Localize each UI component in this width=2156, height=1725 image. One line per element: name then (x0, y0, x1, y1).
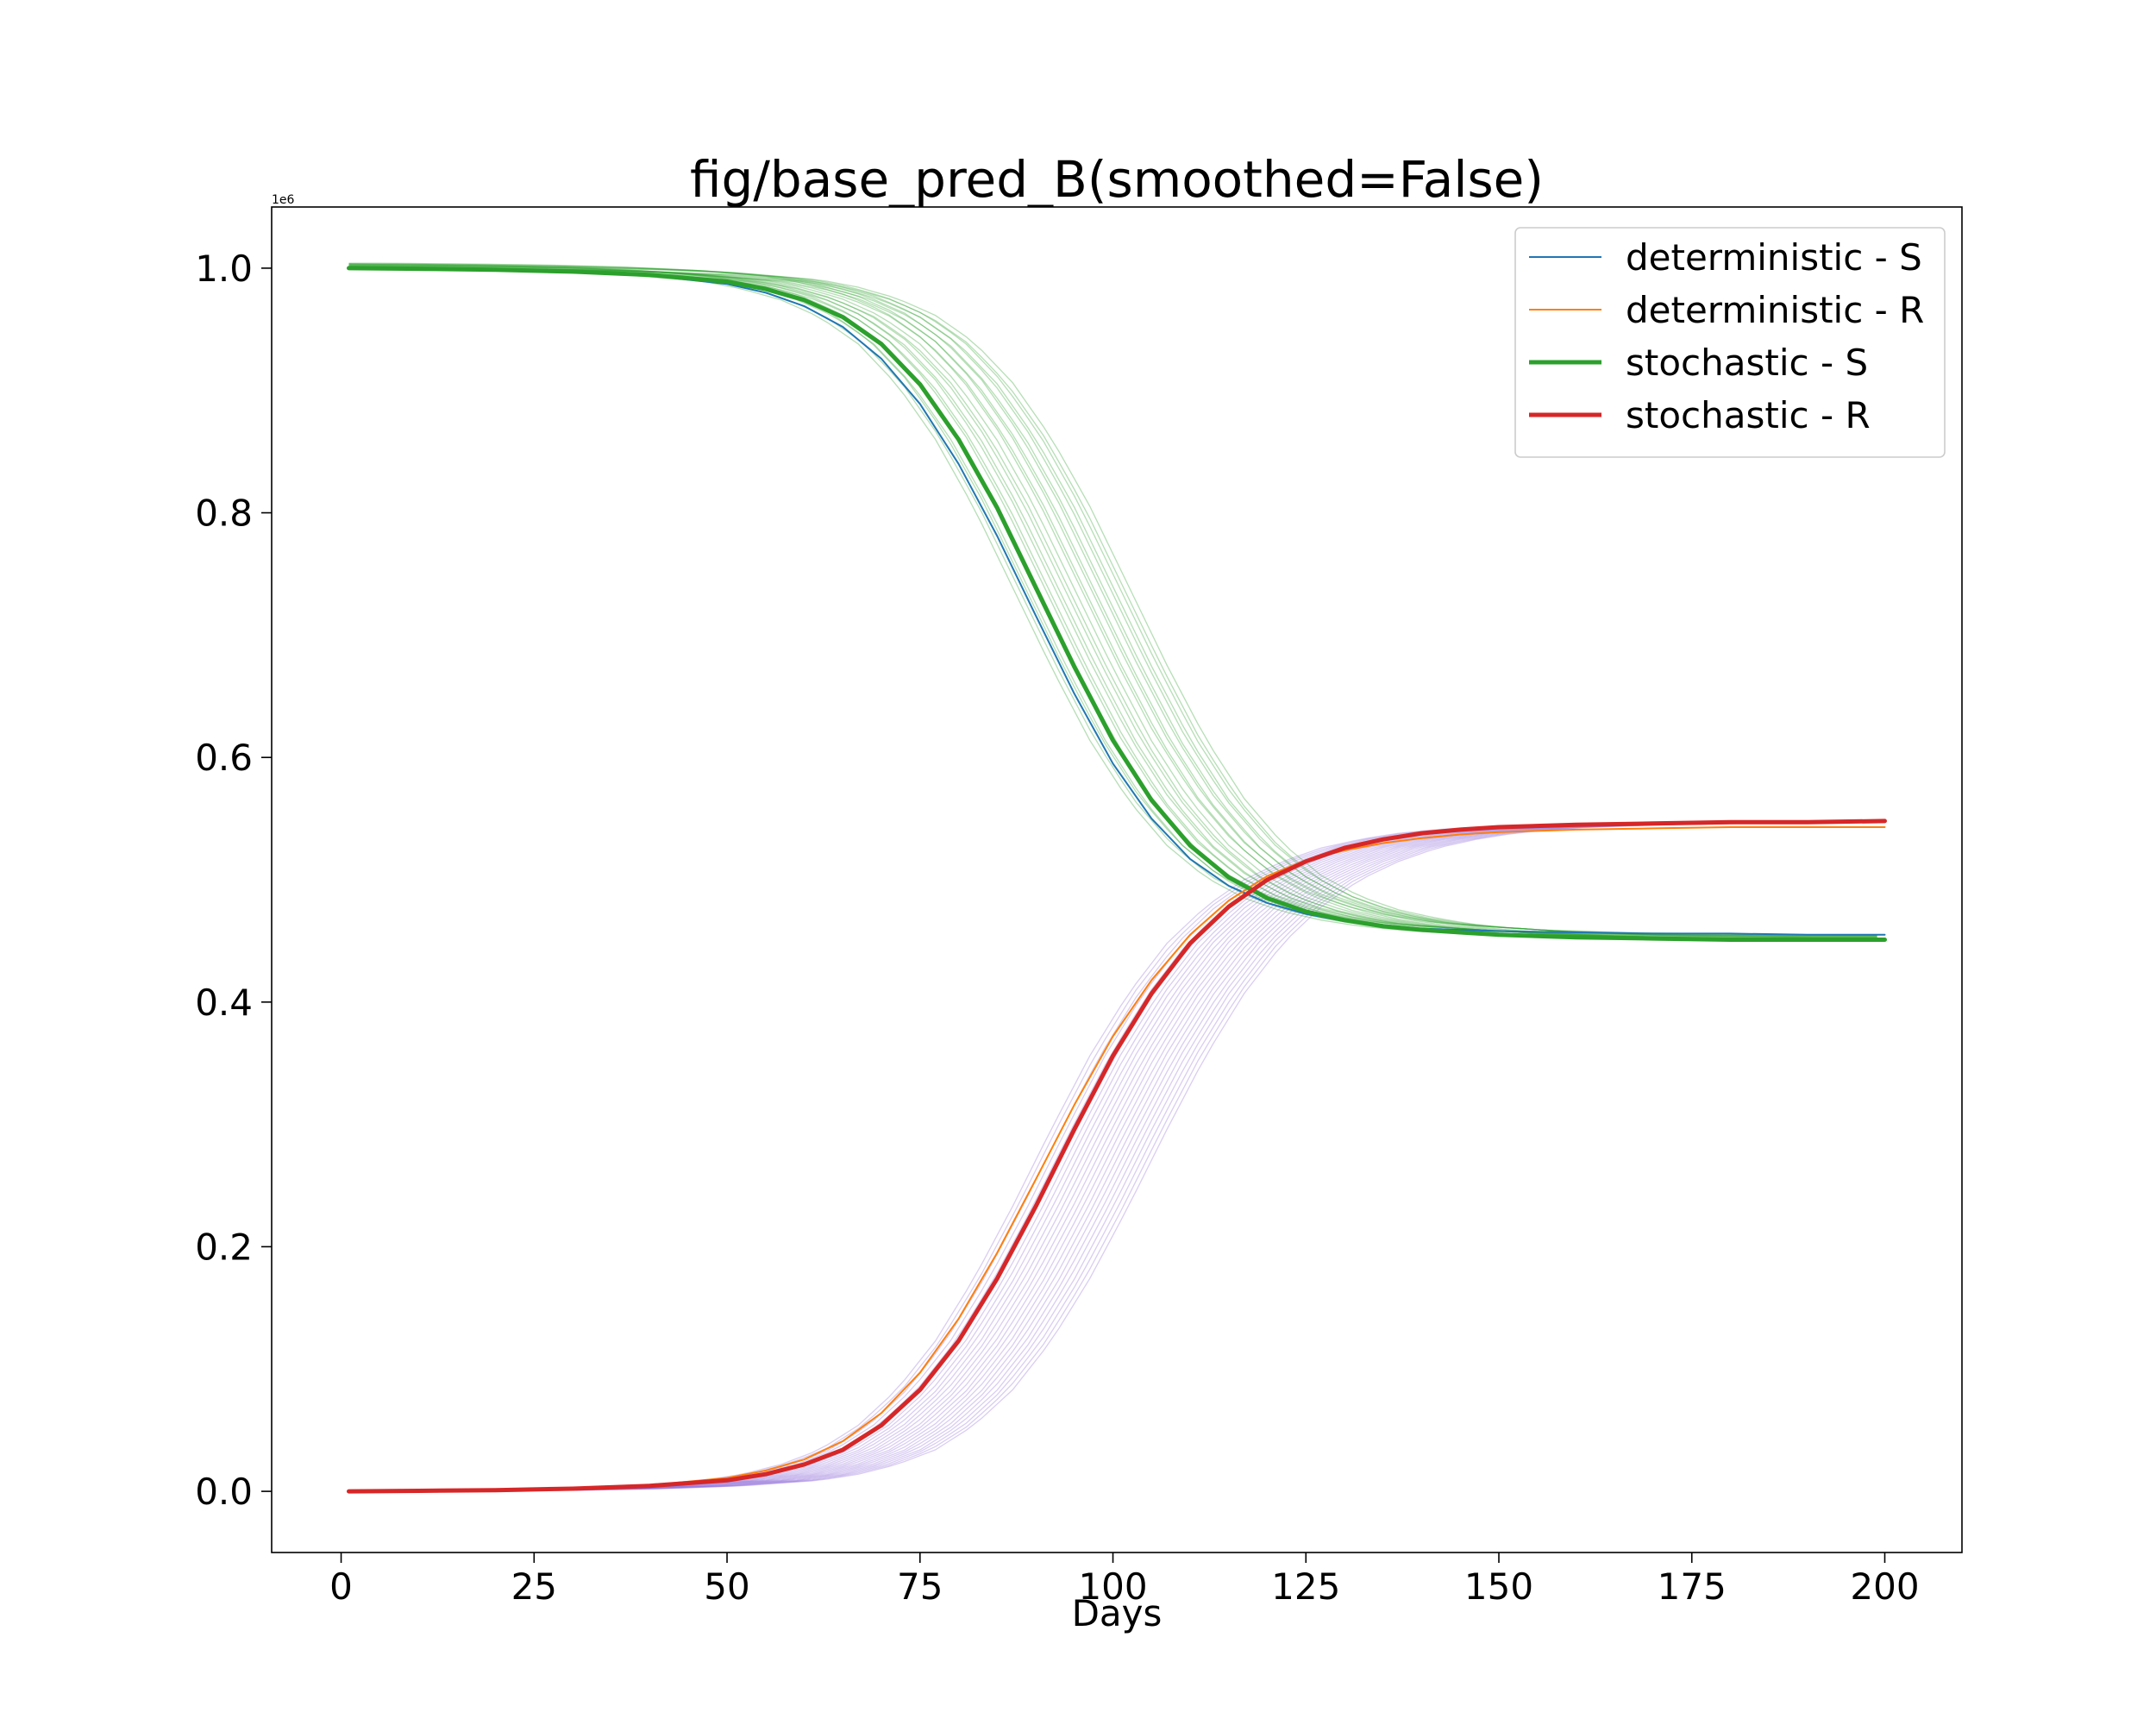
series-line-deterministic-R (348, 826, 1886, 1493)
y-axis-offset-label: 1e6 (272, 193, 295, 207)
legend-label: stochastic - R (1626, 394, 1871, 436)
x-axis-label: Days (1072, 1592, 1163, 1634)
ensemble-run-s (348, 265, 1877, 938)
x-tick-label: 100 (1078, 1565, 1147, 1608)
series-line-stochastic-R (347, 819, 1887, 1494)
series-line-stochastic-S (347, 266, 1887, 942)
ensemble-run-r (348, 821, 1877, 1492)
y-axis: 0.0 0.2 0.4 0.6 0.8 1.0 (195, 248, 272, 1513)
ensemble-run-s (348, 264, 1877, 938)
plot-frame (271, 206, 1963, 1553)
y-tick-label: 0.6 (195, 737, 253, 779)
y-tick-label: 0.8 (195, 492, 253, 535)
y-tick-label: 0.0 (195, 1471, 253, 1513)
legend-label: stochastic - S (1626, 342, 1868, 384)
ensemble-run-s (348, 266, 1877, 939)
y-tick-label: 1.0 (195, 248, 253, 290)
x-tick-label: 175 (1658, 1565, 1727, 1608)
legend-label: deterministic - R (1626, 289, 1924, 331)
legend: deterministic - S deterministic - R stocha… (1514, 227, 1946, 458)
series-lines (347, 266, 1887, 1494)
x-tick-label: 0 (329, 1565, 353, 1608)
x-tick-label: 75 (897, 1565, 943, 1608)
x-axis: 0 25 50 75 100 125 150 175 200 (329, 1552, 1920, 1608)
x-tick-label: 125 (1271, 1565, 1340, 1608)
series-line-deterministic-S (348, 267, 1886, 936)
y-tick-label: 0.2 (195, 1226, 253, 1268)
x-tick-label: 200 (1850, 1565, 1919, 1608)
chart-title: fig/base_pred_B(smoothed=False) (690, 150, 1544, 209)
x-tick-label: 25 (511, 1565, 557, 1608)
y-tick-label: 0.4 (195, 982, 253, 1024)
x-tick-label: 50 (704, 1565, 749, 1608)
ensemble-run-s (348, 265, 1877, 938)
legend-label: deterministic - S (1626, 236, 1922, 279)
legend-box (1514, 227, 1946, 458)
x-tick-label: 150 (1464, 1565, 1533, 1608)
